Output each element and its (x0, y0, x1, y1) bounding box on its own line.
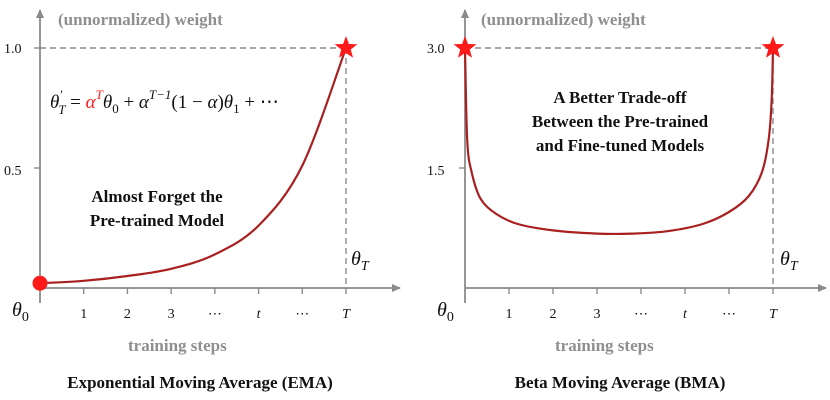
bma-xtick-label: 1 (506, 307, 513, 322)
ema-y-axis-title: (unnormalized) weight (58, 10, 223, 29)
ema-thetaT-label: θT (351, 248, 370, 274)
ema-xtick-label: 2 (124, 307, 131, 322)
ema-start-marker (32, 275, 48, 291)
bma-ytick-label: 1.5 (427, 164, 445, 179)
bma-thetaT-label: θT (780, 248, 799, 274)
ema-xtick-label: t (257, 307, 262, 322)
bma-theta0-label: θ0 (437, 299, 454, 325)
bma-y-axis-title: (unnormalized) weight (481, 10, 646, 29)
ema-caption: Exponential Moving Average (EMA) (67, 373, 333, 392)
bma-xtick-label: 2 (550, 307, 557, 322)
bma-xtick-label: 3 (594, 307, 601, 322)
ema-xtick-label: T (342, 307, 351, 322)
bma-caption: Beta Moving Average (BMA) (515, 373, 726, 392)
bma-end-star-marker (761, 36, 785, 58)
ema-xtick-label: 3 (168, 307, 175, 322)
bma-annotation-line2: Between the Pre-trained (532, 112, 709, 131)
ema-theta0-label: θ0 (12, 299, 29, 325)
ema-ytick-label: 0.5 (4, 164, 22, 179)
bma-series-line (463, 47, 775, 236)
ema-end-star-marker (334, 36, 358, 58)
ema-xtick-label: ⋯ (295, 307, 309, 322)
bma-annotation-line3: and Fine-tuned Models (536, 136, 705, 155)
ema-panel: 1 2 3 ⋯ t ⋯ T (unnormalized) weight training s… (4, 9, 401, 392)
ema-annotation-line1: Almost Forget the (91, 187, 223, 206)
bma-panel: 1 2 3 ⋯ t ⋯ T (unnormalized) weight training s… (427, 9, 827, 392)
ema-xtick-label: 1 (80, 307, 87, 322)
ema-xtick-label: ⋯ (208, 307, 222, 322)
ema-ytick-label: 1.0 (4, 42, 22, 57)
bma-xtick-label: T (769, 307, 778, 322)
ema-formula: θ′ T = αTθ0 + αT−1(1 − α)θ1 + ⋯ (50, 87, 279, 117)
ema-x-axis-title: training steps (128, 336, 227, 355)
bma-start-star-marker (453, 36, 477, 58)
bma-ytick-label: 3.0 (427, 42, 445, 57)
bma-xtick-label: ⋯ (634, 307, 648, 322)
bma-annotation-line1: A Better Trade-off (553, 88, 686, 107)
ema-series-line (39, 47, 348, 285)
bma-xtick-label: t (683, 307, 688, 322)
bma-xtick-label: ⋯ (722, 307, 736, 322)
bma-x-axis-title: training steps (555, 336, 654, 355)
ema-annotation-line2: Pre-trained Model (90, 211, 225, 230)
